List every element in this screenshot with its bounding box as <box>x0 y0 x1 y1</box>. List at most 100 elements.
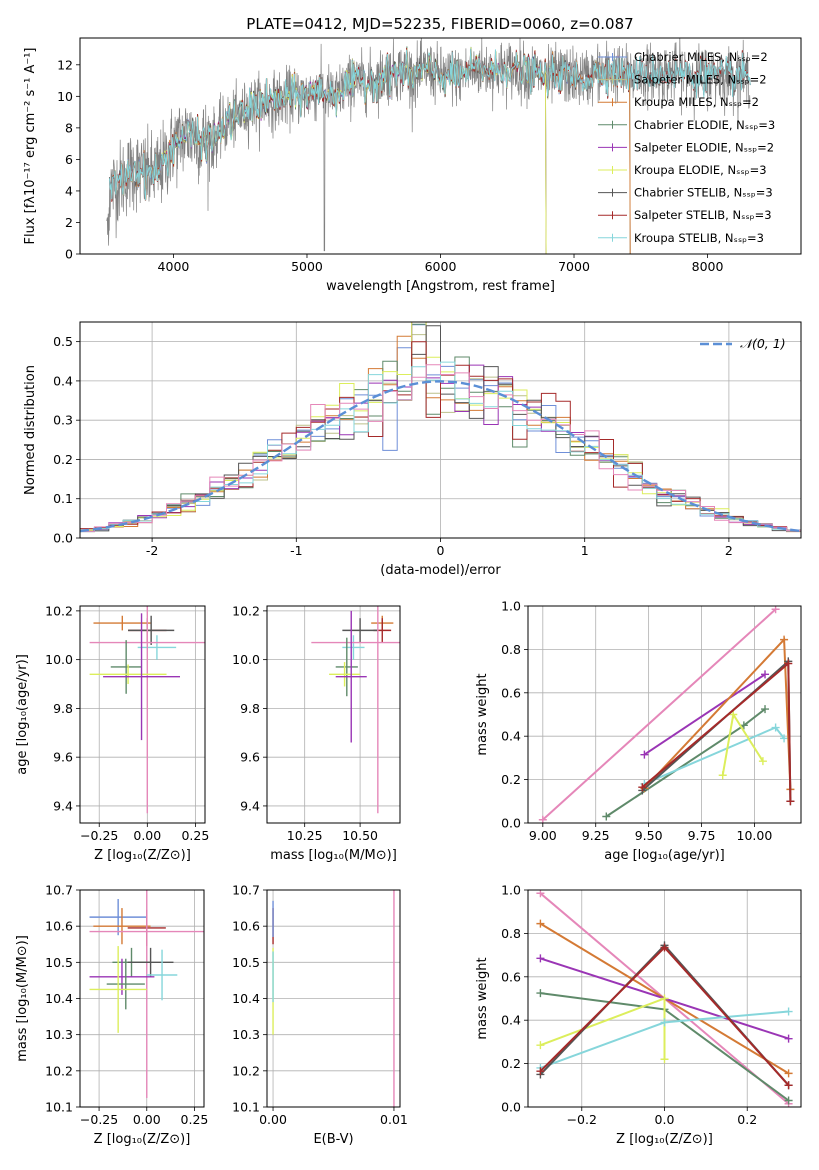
y-tick-label: 10.4 <box>45 991 73 1006</box>
y-tick-label: 10.7 <box>45 883 73 898</box>
y-tick-label: 0.2 <box>501 772 521 787</box>
plus-marker <box>536 989 545 998</box>
y-tick-label: 10.3 <box>45 1027 73 1042</box>
errorbar-point <box>137 635 177 660</box>
weight-line <box>542 608 777 821</box>
y-tick-label: 9.4 <box>240 798 260 813</box>
plot-area <box>272 890 395 1107</box>
y-tick-label: 8 <box>65 120 73 135</box>
axes-frame <box>527 605 802 824</box>
axes-frame <box>266 605 401 824</box>
x-axis-label: Z [log₁₀(Z/Z⊙)] <box>94 1132 191 1147</box>
plus-marker <box>758 757 767 766</box>
x-tick-label: 10.00 <box>737 828 773 843</box>
y-tick-label: 10.2 <box>45 603 73 618</box>
x-axis-label: mass [log₁₀(M/M⊙)] <box>270 848 397 863</box>
plot-area <box>89 606 205 814</box>
y-tick-label: 0.2 <box>53 452 73 467</box>
plus-marker <box>761 705 770 714</box>
legend-label: Chabrier STELIB, Nₛₛₚ=3 <box>634 186 773 200</box>
y-axis-label: age [log₁₀(age/yr)] <box>15 654 30 775</box>
x-tick-label: 5000 <box>291 259 323 274</box>
errorbar-point <box>311 606 400 814</box>
x-tick-label: 8000 <box>692 259 724 274</box>
gaussian-curve <box>80 380 801 533</box>
weight-line <box>643 673 766 756</box>
x-tick-label: 0.00 <box>259 1112 287 1127</box>
histogram-step <box>80 325 801 533</box>
panel-mass_vs_ebv: 0.00 0.01 10.1 10.2 10.3 10.4 10.5 10.6 10.7 E(B-… <box>232 883 408 1148</box>
y-axis-label: Normed distribution <box>23 365 38 495</box>
errorbar-point <box>110 640 142 694</box>
legend-label: 𝒩(0, 1) <box>740 336 786 351</box>
y-tick-label: 1.0 <box>501 883 521 898</box>
y-axis-label: mass [log₁₀(M/M⊙)] <box>15 935 30 1062</box>
plus-marker <box>780 635 789 644</box>
x-axis-label: (data-model)/error <box>380 563 501 578</box>
y-tick-label: 10.0 <box>45 652 73 667</box>
errorbar-point <box>93 908 151 945</box>
y-axis-label: mass weight <box>475 673 490 755</box>
legend-label: Chabrier ELODIE, Nₛₛₚ=3 <box>634 118 775 132</box>
plus-marker <box>786 797 795 806</box>
errorbar-point <box>89 890 204 1098</box>
figure-title: PLATE=0412, MJD=52235, FIBERID=0060, z=0… <box>246 15 633 33</box>
panel-age_vs_mass: 10.25 10.50 9.4 9.6 9.8 10.0 10.2 mass [log₁₀(M… <box>232 603 401 863</box>
y-tick-label: 2 <box>65 215 73 230</box>
legend-label: Salpeter ELODIE, Nₛₛₚ=2 <box>634 140 774 154</box>
y-tick-label: 10.3 <box>232 1027 260 1042</box>
y-tick-label: 10.6 <box>232 919 260 934</box>
y-tick-label: 10.0 <box>232 652 260 667</box>
plus-marker <box>638 783 647 792</box>
x-tick-label: 9.25 <box>582 828 610 843</box>
errorbar-point <box>329 662 361 687</box>
y-tick-label: 9.8 <box>240 701 260 716</box>
y-tick-label: 10 <box>57 89 73 104</box>
y-tick-label: 10.5 <box>45 955 73 970</box>
plus-marker <box>602 812 611 821</box>
errorbar-point <box>128 615 175 646</box>
x-tick-label: 6000 <box>425 259 457 274</box>
errorbar-point <box>342 618 378 643</box>
axes-frame <box>79 605 206 824</box>
y-tick-label: 0.4 <box>501 1013 521 1028</box>
x-tick-label: 1 <box>581 543 589 558</box>
plus-marker <box>536 1067 545 1076</box>
plus-marker <box>784 1096 793 1105</box>
axes-frame <box>79 37 802 255</box>
plus-marker <box>761 670 770 679</box>
plus-marker <box>729 710 738 719</box>
plus-marker <box>784 659 793 668</box>
plot-area <box>80 322 801 533</box>
x-tick-label: 0 <box>437 543 445 558</box>
y-tick-label: 9.6 <box>53 750 73 765</box>
y-axis-label: mass weight <box>475 957 490 1039</box>
x-tick-label: 0.2 <box>737 1112 757 1127</box>
plus-marker <box>660 1055 669 1064</box>
y-tick-label: 12 <box>57 57 73 72</box>
errorbar-point <box>335 637 358 697</box>
axes-frame <box>527 889 802 1108</box>
x-tick-label: 0.0 <box>655 1112 675 1127</box>
plus-marker <box>538 815 547 823</box>
plus-marker <box>536 919 545 928</box>
legend-label: Salpeter MILES, Nₛₛₚ=2 <box>634 73 767 87</box>
axes-frame <box>79 889 205 1108</box>
plus-marker <box>536 954 545 963</box>
x-tick-label: -1 <box>290 543 302 558</box>
errorbar-point <box>146 949 178 1001</box>
plus-marker <box>536 890 545 898</box>
x-tick-label: −0.25 <box>80 1112 118 1127</box>
plus-marker <box>536 1041 545 1050</box>
panel-weight_vs_z: −0.2 0.0 0.2 0.0 0.2 0.4 0.6 0.8 1.0 Z [log₁₀(Z/Z… <box>475 883 802 1147</box>
axes-frame <box>266 889 401 1108</box>
plot-area <box>106 38 751 254</box>
y-tick-label: 10.7 <box>232 883 260 898</box>
x-tick-label: 2 <box>725 543 733 558</box>
y-tick-label: 0.5 <box>53 334 73 349</box>
y-tick-label: 10.1 <box>45 1100 73 1115</box>
model-spectrum-line <box>108 48 751 201</box>
y-tick-label: 6 <box>65 152 73 167</box>
plot-area <box>536 890 793 1107</box>
plus-marker <box>660 1018 669 1027</box>
